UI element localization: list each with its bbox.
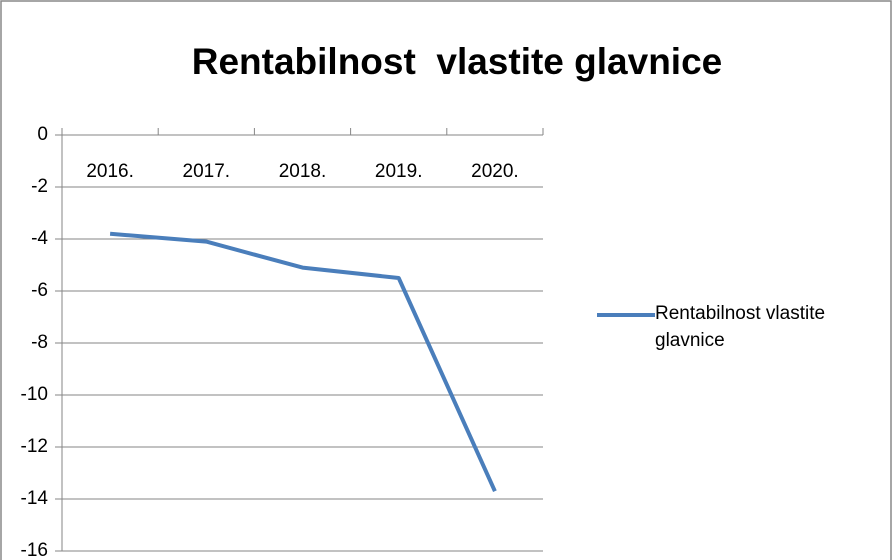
- y-tick-label: -6: [31, 280, 48, 301]
- y-tick-label: -14: [21, 488, 49, 509]
- x-tick-label: 2018.: [279, 161, 327, 182]
- y-tick-label: 0: [37, 124, 48, 145]
- chart-title: Rentabilnost vlastite glavnice: [192, 41, 722, 82]
- x-tick-label: 2016.: [86, 161, 134, 182]
- x-tick-label: 2019.: [375, 161, 423, 182]
- y-tick-label: -16: [21, 540, 48, 560]
- data-line: [109, 231, 497, 493]
- x-tick-label: 2020.: [471, 161, 519, 182]
- legend-box: Rentabilnost vlastite glavnice: [655, 303, 826, 351]
- legend-label: Rentabilnost vlastite glavnice: [655, 303, 826, 351]
- y-tick-label: -2: [31, 176, 48, 197]
- x-tick-label: 2017.: [183, 161, 231, 182]
- y-tick-label: -8: [31, 332, 48, 353]
- y-tick-label: -4: [31, 228, 48, 249]
- y-tick-label: -10: [21, 384, 48, 405]
- y-tick-label: -12: [21, 436, 48, 457]
